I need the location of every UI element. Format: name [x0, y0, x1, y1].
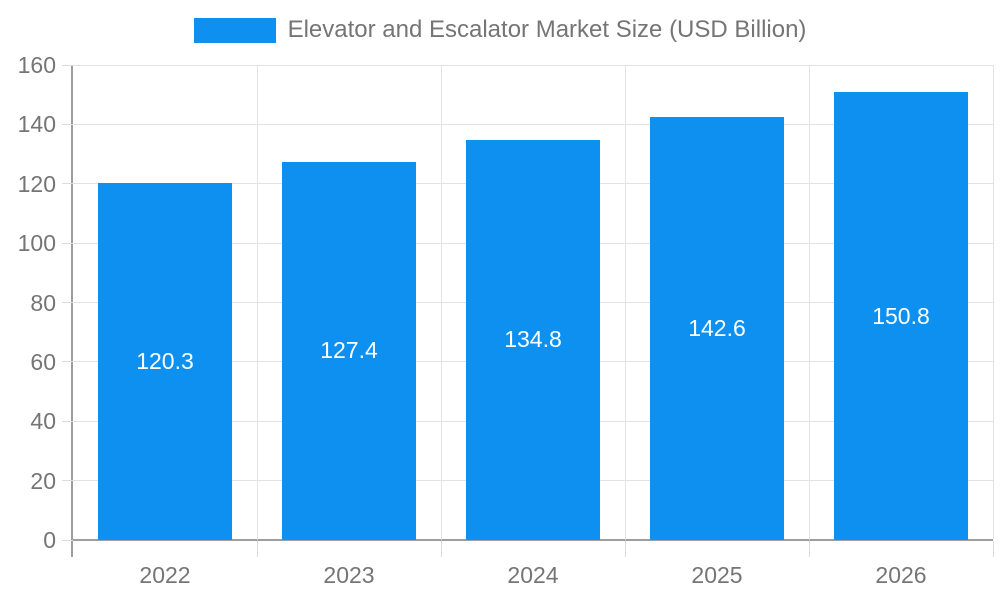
x-axis-tick — [992, 541, 994, 557]
y-axis-tick — [62, 64, 73, 66]
y-axis-tick — [62, 539, 73, 541]
x-axis-label: 2025 — [691, 562, 743, 588]
x-axis-label: 2026 — [875, 562, 927, 588]
v-gridline — [808, 65, 810, 540]
v-gridline — [256, 65, 258, 540]
y-axis-label: 140 — [17, 111, 56, 138]
bar-2022[interactable]: 120.3 — [98, 182, 232, 540]
y-axis-tick — [62, 123, 73, 125]
bar-2024[interactable]: 134.8 — [466, 139, 600, 540]
bar-value-label: 150.8 — [872, 302, 930, 329]
x-axis-tick — [624, 541, 626, 557]
x-axis-label: 2024 — [507, 562, 559, 588]
y-axis-tick — [62, 361, 73, 363]
y-axis-label: 40 — [30, 408, 56, 435]
x-axis-tick — [256, 541, 258, 557]
x-axis-label: 2023 — [323, 562, 375, 588]
x-axis-line — [71, 539, 993, 541]
h-gridline — [73, 64, 993, 66]
legend-color-swatch-icon — [193, 17, 276, 43]
y-axis-label: 80 — [30, 289, 56, 316]
y-axis-label: 100 — [17, 230, 56, 257]
y-axis-tick — [62, 420, 73, 422]
y-axis-label: 120 — [17, 170, 56, 197]
h-gridline — [73, 123, 993, 125]
y-axis-tick — [62, 242, 73, 244]
legend[interactable]: Elevator and Escalator Market Size (USD … — [0, 12, 1000, 48]
y-axis-tick — [62, 480, 73, 482]
y-axis-label: 0 — [43, 527, 56, 553]
bar-value-label: 127.4 — [320, 337, 378, 364]
bar-value-label: 142.6 — [688, 314, 746, 341]
y-axis-label: 60 — [30, 348, 56, 375]
y-axis-label: 20 — [30, 467, 56, 494]
bar-value-label: 120.3 — [136, 347, 194, 374]
y-axis-tick — [62, 183, 73, 185]
y-axis-line — [71, 65, 73, 557]
bar-value-label: 134.8 — [504, 326, 562, 353]
x-axis-tick — [808, 541, 810, 557]
v-gridline — [440, 65, 442, 540]
v-gridline — [992, 65, 994, 540]
bar-2026[interactable]: 150.8 — [834, 92, 968, 540]
x-axis-tick — [440, 541, 442, 557]
y-axis-label: 160 — [17, 52, 56, 78]
y-axis-tick — [62, 302, 73, 303]
bar-2023[interactable]: 127.4 — [282, 161, 416, 540]
v-gridline — [624, 65, 626, 540]
bar-2025[interactable]: 142.6 — [650, 116, 784, 540]
x-axis-label: 2022 — [139, 562, 191, 588]
legend-label: Elevator and Escalator Market Size (USD … — [287, 16, 807, 43]
